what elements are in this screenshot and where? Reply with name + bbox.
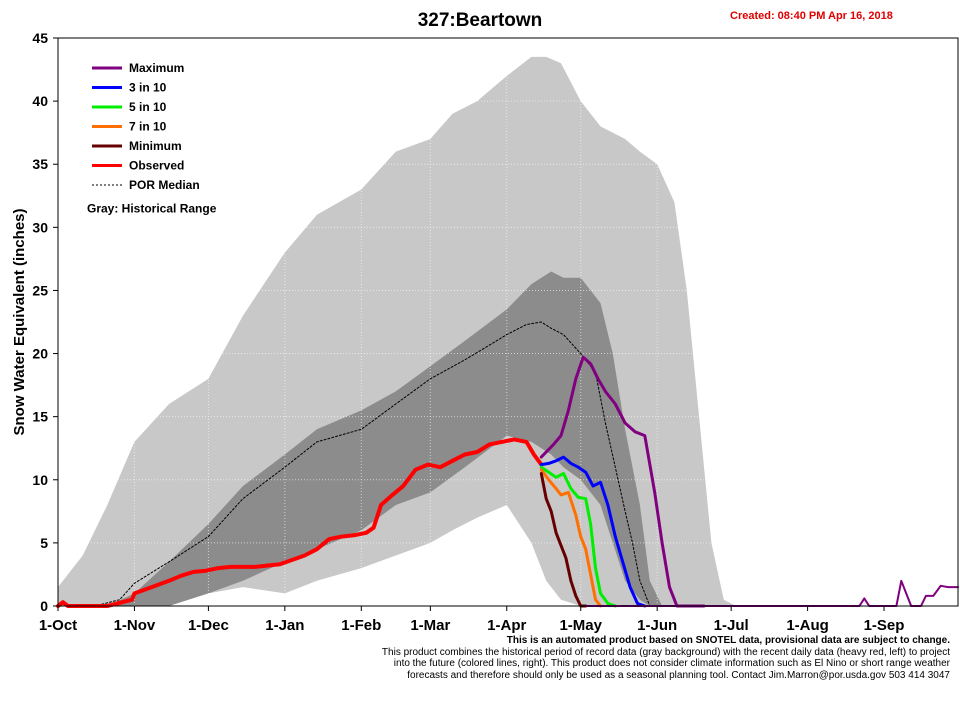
x-axis: 1-Oct 1-Nov 1-Dec 1-Jan 1-Feb 1-Mar 1-Apr 1-May…	[39, 606, 905, 634]
y-tick-label: 40	[32, 93, 48, 109]
series-line-por-median	[57, 321, 651, 607]
y-tick-label: 10	[32, 472, 48, 488]
disclaimer-line-1: This is an automated product based on SN…	[506, 635, 950, 646]
y-tick-label: 15	[32, 409, 48, 425]
y-tick-label: 30	[32, 219, 48, 235]
chart-legend: Maximum 3 in 10 5 in 10 7 in 10 Minimum Obser…	[87, 61, 217, 216]
x-tick-label: 1-Oct	[39, 617, 77, 634]
x-tick-label: 1-May	[559, 617, 602, 634]
x-tick-label: 1-Jan	[265, 617, 304, 634]
x-tick-label: 1-Dec	[188, 617, 229, 634]
x-tick-label: 1-Sep	[864, 617, 905, 634]
disclaimer-line-4: forecasts and therefore should only be u…	[407, 669, 950, 681]
x-tick-label: 1-Nov	[114, 617, 156, 634]
historical-range-bands	[58, 56, 737, 606]
y-tick-label: 25	[32, 282, 48, 298]
plot-frame	[57, 37, 959, 607]
chart-grid	[57, 38, 958, 606]
legend-label: Observed	[129, 159, 184, 173]
y-tick-label: 45	[32, 30, 48, 46]
x-tick-label: 1-Aug	[786, 617, 829, 634]
y-tick-label: 20	[32, 346, 48, 362]
chart-title: 327:Beartown	[417, 10, 543, 31]
series-line-5-in-10	[539, 465, 617, 608]
y-tick-label: 0	[40, 598, 48, 614]
disclaimer-line-2: This product combines the historical per…	[381, 646, 950, 658]
x-tick-label: 1-Mar	[410, 617, 450, 634]
series-line-7-in-10	[539, 468, 602, 608]
series-line-observed	[56, 437, 544, 608]
series-line-3-in-10	[539, 455, 647, 608]
legend-label: POR Median	[129, 178, 200, 192]
x-tick-label: 1-Jul	[714, 617, 749, 634]
y-tick-label: 35	[32, 156, 48, 172]
x-tick-label: 1-Feb	[341, 617, 381, 634]
legend-label: 5 in 10	[129, 100, 167, 114]
x-tick-label: 1-Jun	[637, 617, 677, 634]
legend-label: 7 in 10	[129, 120, 167, 134]
created-timestamp: Created: 08:40 PM Apr 16, 2018	[730, 10, 893, 22]
disclaimer: This is an automated product based on SN…	[200, 635, 950, 681]
legend-label: Maximum	[129, 61, 184, 75]
disclaimer-line-3: into the future (colored lines, right). …	[393, 658, 950, 669]
legend-label: Minimum	[129, 139, 182, 153]
legend-label: 3 in 10	[129, 81, 167, 95]
mid-range-band	[107, 271, 663, 606]
y-tick-label: 5	[40, 535, 48, 551]
x-tick-label: 1-Apr	[487, 617, 526, 634]
legend-gray-label: Gray: Historical Range	[87, 202, 217, 216]
y-axis-label: Snow Water Equivalent (inches)	[11, 209, 28, 436]
y-axis: 0 5 10 15 20 25 30 35 40 45	[32, 30, 58, 614]
series-line-minimum	[539, 472, 588, 608]
